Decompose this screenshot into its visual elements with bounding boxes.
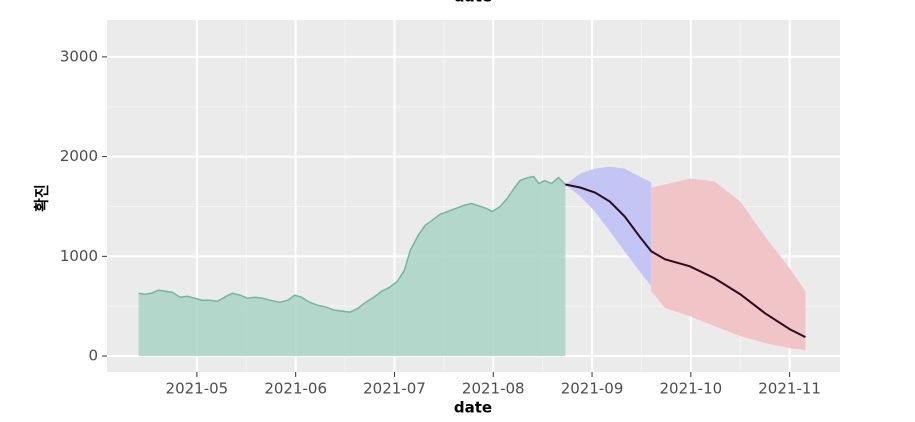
x-tick-label: 2021-06 — [264, 380, 327, 398]
x-axis-label: date — [454, 399, 492, 417]
forecast-line — [565, 183, 806, 338]
y-tick-label: 3000 — [60, 47, 98, 65]
x-tick-label: 2021-09 — [561, 380, 624, 398]
x-tick-label: 2021-05 — [166, 380, 229, 398]
x-tick-label: 2021-07 — [363, 380, 426, 398]
y-axis-label: 확진 — [33, 184, 51, 212]
y-tick-label: 2000 — [60, 147, 98, 165]
y-tick-label: 0 — [88, 347, 98, 365]
x-tick-label: 2021-08 — [462, 380, 525, 398]
confidence-band — [651, 178, 806, 351]
top-label: date — [454, 0, 492, 6]
area — [138, 176, 566, 357]
x-tick-label: 2021-10 — [659, 380, 722, 398]
y-tick-label: 1000 — [60, 247, 98, 265]
x-tick-label: 2021-11 — [758, 380, 821, 398]
confidence-band — [565, 166, 652, 287]
area-outline — [138, 175, 566, 313]
